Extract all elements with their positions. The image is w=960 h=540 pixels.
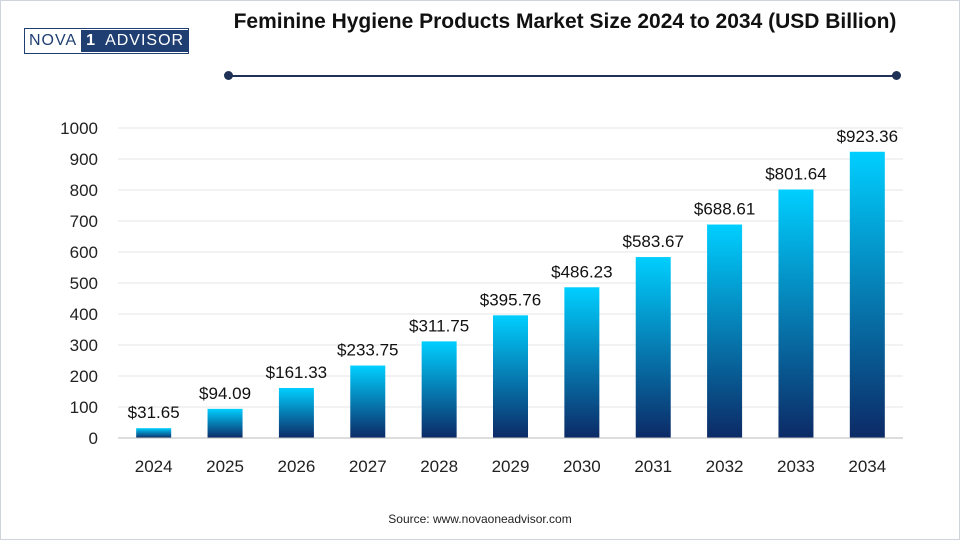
bar-2031: [635, 257, 671, 438]
y-tick-label: 0: [89, 429, 98, 448]
x-tick-label-2026: 2026: [277, 457, 315, 476]
logo-text-advisor: ADVISOR: [101, 30, 189, 52]
data-label-2031: $583.67: [623, 232, 684, 251]
bar-2029: [493, 315, 528, 438]
bar-2024: [136, 428, 172, 438]
x-tick-label-2024: 2024: [135, 457, 173, 476]
data-label-2027: $233.75: [337, 341, 398, 360]
title-underline-dot-right: [892, 71, 901, 80]
y-tick-label: 400: [70, 305, 98, 324]
bar-2034: [849, 151, 885, 438]
x-tick-label-2027: 2027: [349, 457, 387, 476]
x-tick-label-2032: 2032: [706, 457, 744, 476]
bar-2027: [350, 365, 386, 438]
x-axis-ticks: 2024 2025 2026 2027 2028 2029 2030 2031 2032 2033…: [135, 457, 886, 476]
chart-title: Feminine Hygiene Products Market Size 20…: [233, 10, 897, 33]
y-tick-label: 100: [70, 398, 98, 417]
data-label-2025: $94.09: [199, 384, 251, 403]
bar-2030: [564, 287, 600, 438]
data-label-2032: $688.61: [694, 200, 755, 219]
title-underline: [228, 75, 896, 77]
title-underline-dot-left: [224, 71, 233, 80]
brand-logo: NOVA 1 ADVISOR: [24, 28, 190, 54]
x-tick-label-2025: 2025: [206, 457, 244, 476]
bars: [136, 151, 885, 438]
y-tick-label: 200: [70, 367, 98, 386]
y-tick-label: 800: [70, 181, 98, 200]
x-tick-label-2028: 2028: [420, 457, 458, 476]
x-tick-label-2033: 2033: [777, 457, 815, 476]
x-tick-label-2031: 2031: [634, 457, 672, 476]
data-label-2026: $161.33: [266, 363, 327, 382]
data-label-2024: $31.65: [128, 403, 180, 422]
data-label-2030: $486.23: [551, 262, 612, 281]
logo-text-one: 1: [81, 30, 102, 52]
y-tick-label: 500: [70, 274, 98, 293]
y-tick-label: 600: [70, 243, 98, 262]
logo-text-nova: NOVA: [29, 32, 78, 49]
y-tick-label: 300: [70, 336, 98, 355]
source-note: Source: www.novaoneadvisor.com: [388, 512, 572, 526]
x-tick-label-2034: 2034: [848, 457, 886, 476]
data-label-2034: $923.36: [837, 127, 898, 146]
bar-2025: [207, 408, 243, 438]
y-tick-label: 700: [70, 212, 98, 231]
data-label-2033: $801.64: [765, 164, 826, 183]
bar-2033: [778, 189, 814, 438]
y-tick-label: 900: [70, 150, 98, 169]
data-label-2029: $395.76: [480, 290, 541, 309]
bar-2028: [421, 341, 457, 438]
data-labels: $31.65 $94.09 $161.33 $233.75 $311.75 $395.76…: [128, 127, 898, 422]
x-tick-label-2029: 2029: [492, 457, 530, 476]
y-axis-ticks: 0 100 200 300 400 500 600 700 800 900 1000: [60, 119, 98, 448]
y-tick-label: 1000: [60, 119, 98, 138]
bar-2026: [278, 387, 314, 438]
gridlines: [118, 127, 903, 408]
data-label-2028: $311.75: [409, 316, 469, 335]
bar-2032: [707, 224, 743, 438]
x-tick-label-2030: 2030: [563, 457, 601, 476]
